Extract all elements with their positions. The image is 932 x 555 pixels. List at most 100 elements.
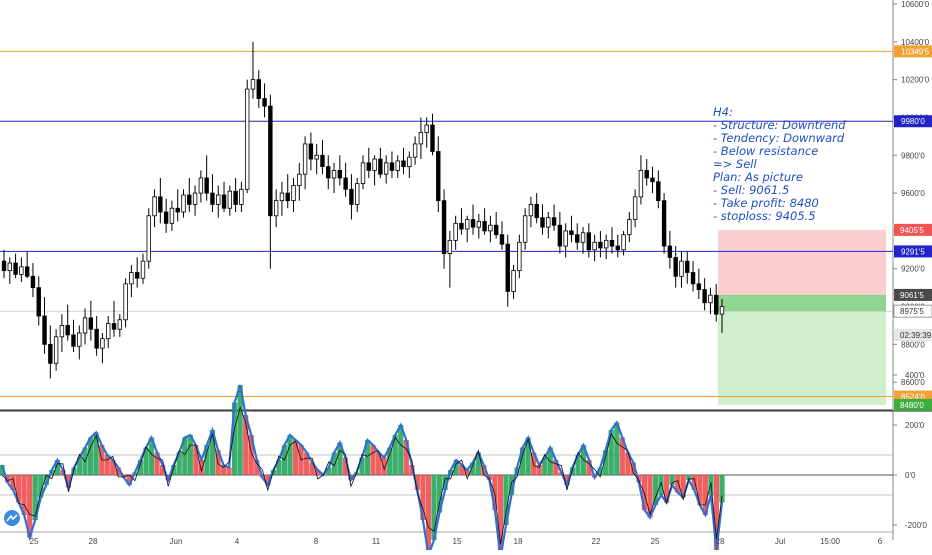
osc-bar — [54, 460, 60, 475]
candle-body — [111, 323, 117, 330]
candle-body — [227, 190, 233, 209]
osc-bar — [608, 430, 614, 475]
candle — [540, 204, 545, 235]
candle-body — [65, 325, 70, 336]
osc-bar — [209, 430, 216, 475]
candle — [418, 117, 424, 160]
candle-body — [708, 294, 713, 304]
candle-body — [244, 88, 250, 190]
osc-bar — [420, 475, 426, 520]
candle — [522, 208, 528, 250]
candle — [71, 319, 76, 352]
candle-body — [551, 217, 557, 226]
candle-body — [470, 219, 476, 228]
osc-bar — [520, 447, 526, 475]
candle-body — [407, 156, 412, 168]
osc-bar — [370, 445, 376, 475]
candle-body — [24, 266, 30, 277]
candle-body — [192, 192, 198, 205]
candle-body — [505, 243, 510, 292]
candle — [528, 196, 534, 228]
candle-body — [534, 204, 539, 219]
osc-bar — [171, 465, 177, 475]
candle-body — [19, 266, 24, 275]
osc-line — [0, 384, 724, 555]
candle — [482, 208, 487, 235]
candle-body — [598, 241, 603, 249]
osc-bar — [475, 452, 481, 475]
osc-bar — [597, 467, 603, 475]
osc-bar — [309, 462, 315, 475]
osc-bar — [658, 475, 664, 495]
candle-body — [320, 154, 325, 168]
candle-body — [638, 169, 644, 198]
candle — [609, 227, 615, 254]
candle — [366, 147, 371, 178]
candle — [563, 223, 568, 258]
candle-body — [482, 221, 487, 232]
candle — [702, 278, 707, 311]
candle — [198, 170, 204, 203]
candle-body — [94, 328, 99, 349]
note-line: - Structure: Downtrend — [713, 118, 846, 132]
candle-body — [169, 207, 175, 224]
osc-bar — [315, 470, 321, 475]
osc-bar — [614, 422, 620, 475]
osc-tick-label: -200'0 — [905, 521, 928, 530]
osc-bar — [104, 455, 110, 475]
osc-bar — [536, 465, 542, 475]
candle — [343, 162, 348, 197]
candle — [244, 79, 250, 194]
candle-body — [569, 230, 574, 236]
candle — [430, 113, 435, 156]
candle — [187, 177, 192, 212]
osc-bar — [403, 440, 409, 475]
oscillator-pane[interactable] — [0, 384, 893, 555]
price-pane[interactable] — [0, 0, 932, 540]
candle-body — [661, 200, 667, 247]
candle-body — [291, 185, 296, 202]
candle — [407, 151, 412, 178]
osc-tick-label: 200'0 — [905, 421, 925, 430]
candle-body — [714, 294, 719, 315]
candle — [100, 333, 105, 364]
x-tick-label: Jul — [775, 537, 785, 546]
candle-body — [627, 219, 632, 236]
osc-tick-label: 0'0 — [905, 471, 916, 480]
price-tag — [894, 223, 932, 236]
candle — [268, 94, 273, 269]
osc-bar — [154, 452, 160, 475]
y-tick-label: 10400'0 — [901, 38, 930, 47]
candle — [326, 155, 331, 190]
candle-body — [210, 192, 215, 205]
candle-body — [326, 166, 331, 179]
candle — [650, 166, 655, 194]
candle — [638, 155, 644, 205]
osc-bar — [292, 440, 299, 475]
candle — [476, 213, 482, 239]
osc-bar — [425, 475, 432, 555]
candle — [204, 155, 209, 201]
osc-bar — [669, 475, 675, 485]
candle — [262, 83, 267, 118]
osc-bar — [137, 460, 144, 475]
osc-bar — [603, 450, 609, 475]
osc-bar — [686, 475, 692, 480]
candle-body — [262, 98, 267, 107]
candle — [690, 261, 696, 292]
candle-body — [117, 319, 123, 330]
candle-body — [476, 221, 482, 228]
level-price-tag — [894, 245, 932, 258]
time-axis: 25 28 Jun 4 8 11 15 18 22 25 28 Jul 15:00 6 — [30, 537, 883, 546]
level-price-label: 9980'0 — [901, 117, 925, 126]
osc-bar — [381, 457, 387, 475]
candle — [94, 316, 99, 356]
y-tick-label: 10600'0 — [901, 0, 930, 9]
price-tag-label: 9405'5 — [900, 226, 924, 235]
candle — [227, 185, 233, 216]
candle — [233, 177, 238, 212]
x-tick-label: 22 — [592, 537, 601, 546]
osc-bar — [625, 452, 631, 475]
